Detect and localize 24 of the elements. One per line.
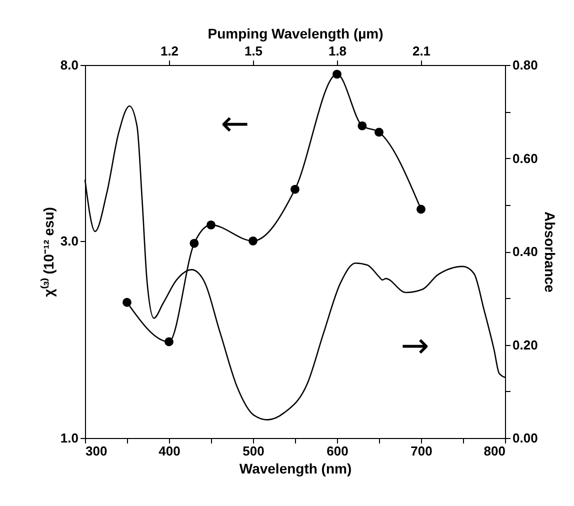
x-axis-title: Wavelength (nm) <box>239 460 352 476</box>
x2-tick-label: 1.8 <box>328 44 347 58</box>
x-tick-label: 400 <box>158 444 180 458</box>
x-tick-label: 800 <box>484 444 506 458</box>
annotation: ← <box>220 104 250 144</box>
y2-tick-label: 0.00 <box>512 430 538 446</box>
x2-tick-label: 2.1 <box>412 44 431 58</box>
x-tick-label: 700 <box>410 444 432 458</box>
y-tick-label: 1.0 <box>60 430 78 446</box>
y2-tick-label: 0.80 <box>512 58 538 72</box>
x2-axis-title: Pumping Wavelength (µm) <box>208 26 384 42</box>
y2-axis-title: Absorbance <box>542 212 558 293</box>
x2-tick-label: 1.2 <box>160 44 179 58</box>
y2-tick-label: 0.20 <box>512 337 538 352</box>
y2-tick-label: 0.40 <box>512 244 538 259</box>
y-axis-title: χ⁽³⁾ (10⁻¹² esu) <box>40 207 56 297</box>
x2-tick-label: 1.5 <box>244 44 263 58</box>
annotation: → <box>400 326 430 366</box>
y2-tick-label: 0.60 <box>512 150 538 166</box>
y-tick-label: 8.0 <box>60 58 78 72</box>
y-tick-label: 3.0 <box>60 233 78 248</box>
x-tick-label: 500 <box>242 444 264 458</box>
x-tick-label: 600 <box>326 444 348 458</box>
x-tick-label: 300 <box>86 444 108 458</box>
